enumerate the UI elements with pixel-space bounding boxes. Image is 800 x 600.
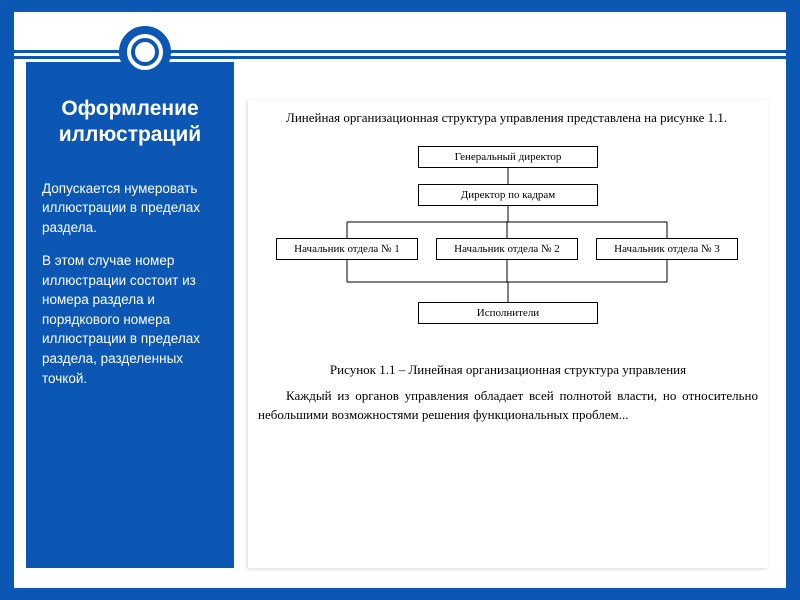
sidebar: Оформление иллюстраций Допускается нумер… [26,62,234,568]
org-node-dept1: Начальник отдела № 1 [276,238,418,260]
org-node-hr: Директор по кадрам [418,184,598,206]
org-node-dept3: Начальник отдела № 3 [596,238,738,260]
medallion-icon [119,26,171,78]
sidebar-title: Оформление иллюстраций [42,96,218,149]
slide-frame: Оформление иллюстраций Допускается нумер… [14,12,786,588]
doc-intro: Линейная организационная структура управ… [258,108,758,128]
figure-caption: Рисунок 1.1 – Линейная организационная с… [258,362,758,378]
org-node-exec: Исполнители [418,302,598,324]
sidebar-para-2: В этом случае номер иллюстрации состоит … [42,251,218,388]
sidebar-para-1: Допускается нумеровать иллюстрации в пре… [42,179,218,238]
org-node-dept2: Начальник отдела № 2 [436,238,578,260]
org-chart: Генеральный директор Директор по кадрам … [268,138,748,358]
org-node-gm: Генеральный директор [418,146,598,168]
document-page: Линейная организационная структура управ… [248,100,768,568]
doc-outro: Каждый из органов управления обладает вс… [258,386,758,425]
